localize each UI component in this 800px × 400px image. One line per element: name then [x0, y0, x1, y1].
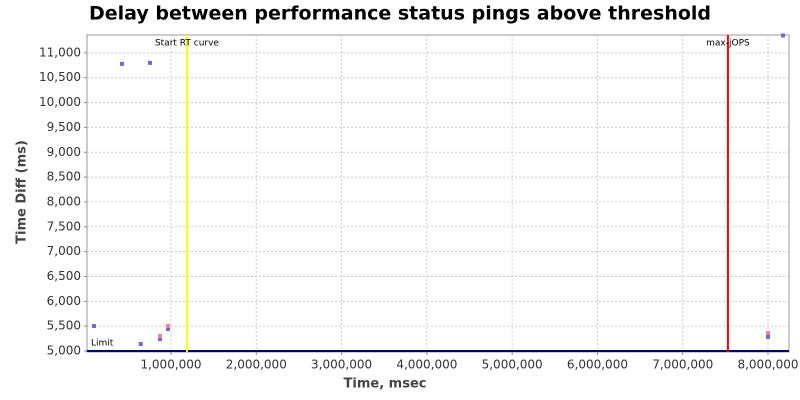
x-tick-label: 1,000,000	[140, 358, 201, 372]
y-tick-label: 8,000	[47, 194, 81, 208]
point	[766, 331, 771, 336]
point	[166, 326, 171, 331]
chart-title: Delay between performance status pings a…	[89, 3, 711, 25]
y-tick-label: 6,000	[47, 294, 81, 308]
x-tick-label: 5,000,000	[482, 358, 543, 372]
limit-label: Limit	[91, 339, 114, 349]
point	[91, 324, 96, 329]
x-axis-label: Time, msec	[344, 377, 427, 392]
point	[138, 342, 143, 347]
y-tick-label: 7,500	[47, 219, 81, 233]
plot-area	[86, 34, 790, 353]
y-tick-label: 5,500	[47, 319, 81, 333]
y-tick-label: 8,500	[47, 170, 81, 184]
point	[166, 324, 171, 329]
point	[766, 334, 771, 339]
x-tick-label: 3,000,000	[311, 358, 372, 372]
point	[158, 334, 163, 339]
y-tick-label: 9,000	[47, 145, 81, 159]
marker-label: Start RT curve	[155, 39, 219, 49]
point	[781, 33, 786, 38]
point	[147, 60, 152, 65]
y-tick-label: 10,500	[39, 70, 81, 84]
y-tick-label: 9,500	[47, 120, 81, 134]
y-tick-label: 5,000	[47, 344, 81, 358]
point	[119, 61, 124, 66]
x-tick-label: 2,000,000	[226, 358, 287, 372]
y-axis-label: Time Diff (ms)	[15, 140, 30, 244]
y-tick-label: 11,000	[39, 45, 81, 59]
y-tick-label: 7,000	[47, 244, 81, 258]
marker-label: max-jOPS	[706, 39, 750, 49]
x-tick-label: 8,000,000	[737, 358, 798, 372]
point	[158, 336, 163, 341]
y-tick-label: 10,000	[39, 95, 81, 109]
y-tick-label: 6,500	[47, 269, 81, 283]
x-tick-label: 6,000,000	[567, 358, 628, 372]
x-tick-label: 4,000,000	[396, 358, 457, 372]
x-tick-label: 7,000,000	[652, 358, 713, 372]
